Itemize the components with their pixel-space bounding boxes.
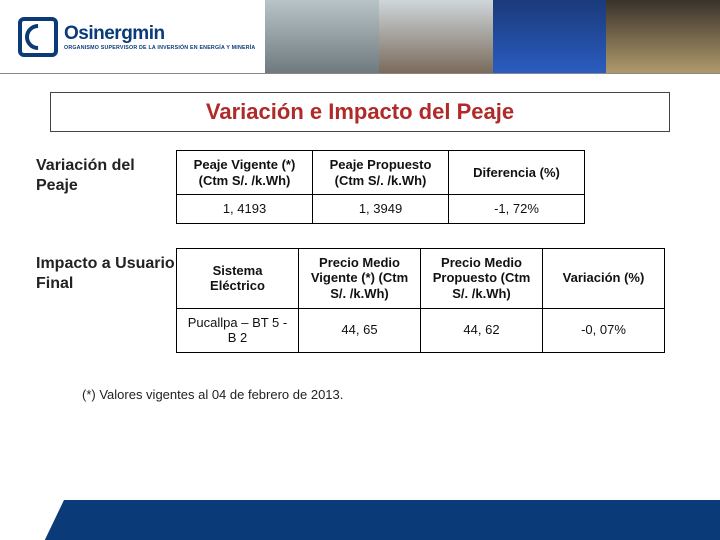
logo-icon — [18, 17, 58, 57]
col-header: Diferencia (%) — [449, 151, 585, 195]
table-impacto: Sistema Eléctrico Precio Medio Vigente (… — [176, 248, 665, 353]
table-variacion: Peaje Vigente (*) (Ctm S/. /k.Wh) Peaje … — [176, 150, 585, 224]
header-photo-1 — [265, 0, 379, 73]
section-impacto: Impacto a Usuario Final Sistema Eléctric… — [36, 248, 684, 353]
logo-block: Osinergmin ORGANISMO SUPERVISOR DE LA IN… — [0, 0, 265, 73]
footer-bar — [0, 500, 720, 540]
col-header: Sistema Eléctrico — [177, 248, 299, 308]
col-header: Variación (%) — [543, 248, 665, 308]
header-band: Osinergmin ORGANISMO SUPERVISOR DE LA IN… — [0, 0, 720, 74]
header-photo-3 — [493, 0, 607, 73]
cell: -0, 07% — [543, 308, 665, 352]
header-photo-2 — [379, 0, 493, 73]
col-header: Peaje Propuesto (Ctm S/. /k.Wh) — [313, 151, 449, 195]
section-variacion: Variación del Peaje Peaje Vigente (*) (C… — [36, 150, 684, 224]
page-title: Variación e Impacto del Peaje — [50, 92, 670, 132]
footnote: (*) Valores vigentes al 04 de febrero de… — [36, 377, 684, 402]
col-header: Peaje Vigente (*) (Ctm S/. /k.Wh) — [177, 151, 313, 195]
table-row: Pucallpa – BT 5 -B 2 44, 65 44, 62 -0, 0… — [177, 308, 665, 352]
cell: 1, 3949 — [313, 195, 449, 224]
section-label-impacto: Impacto a Usuario Final — [36, 248, 176, 294]
logo-subtitle: ORGANISMO SUPERVISOR DE LA INVERSIÓN EN … — [64, 45, 255, 51]
cell: 1, 4193 — [177, 195, 313, 224]
logo-name: Osinergmin — [64, 23, 255, 45]
header-photos — [265, 0, 720, 73]
table-row: 1, 4193 1, 3949 -1, 72% — [177, 195, 585, 224]
cell: 44, 65 — [299, 308, 421, 352]
cell: 44, 62 — [421, 308, 543, 352]
cell: Pucallpa – BT 5 -B 2 — [177, 308, 299, 352]
header-photo-4 — [606, 0, 720, 73]
cell: -1, 72% — [449, 195, 585, 224]
col-header: Precio Medio Propuesto (Ctm S/. /k.Wh) — [421, 248, 543, 308]
section-label-variacion: Variación del Peaje — [36, 150, 176, 196]
col-header: Precio Medio Vigente (*) (Ctm S/. /k.Wh) — [299, 248, 421, 308]
